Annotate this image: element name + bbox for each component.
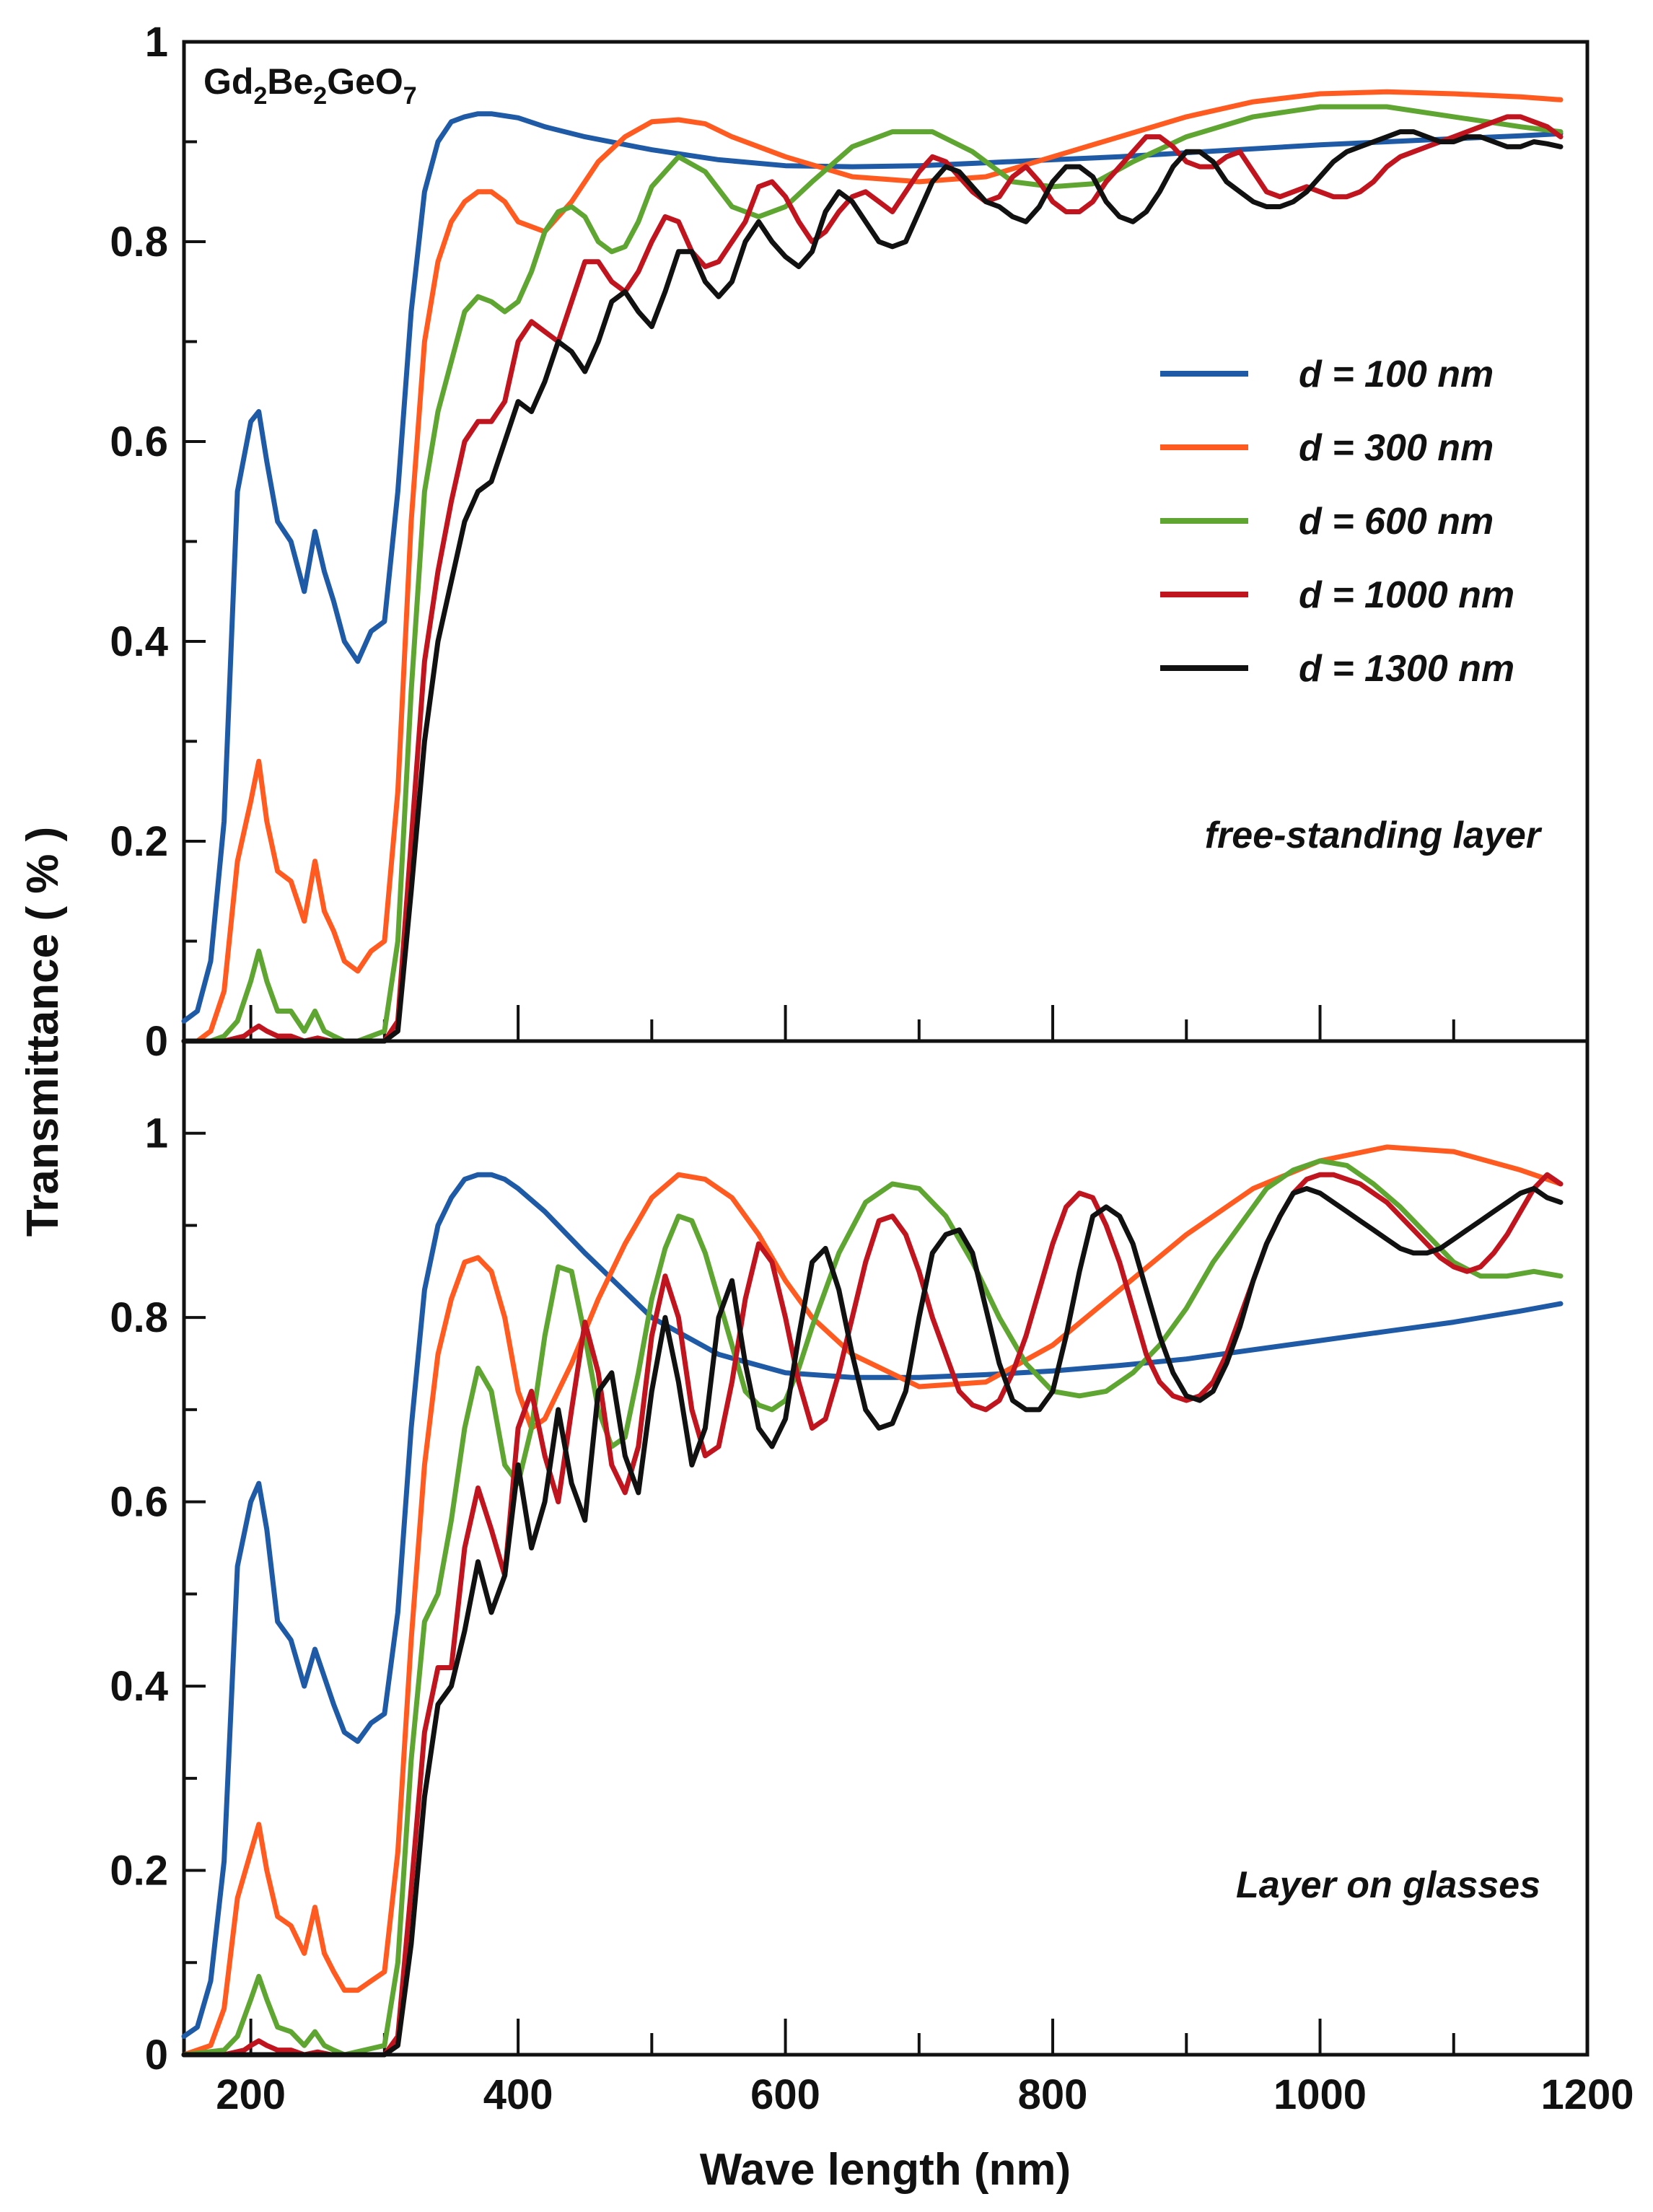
formula-part-be: Be [267, 61, 313, 102]
legend: d = 100 nm d = 300 nm d = 600 nm d = 1000 n… [1160, 354, 1514, 690]
x-tick-label: 1000 [1273, 2071, 1367, 2118]
bottom-series-300nm [181, 1144, 1564, 2058]
bottom-series-1000nm [181, 1172, 1564, 2058]
formula-sub-2: 2 [313, 82, 327, 110]
top-y-tick-label: 0 [145, 1018, 168, 1065]
top-y-tick-label: 1 [145, 19, 168, 66]
legend-label: d = 1300 nm [1299, 648, 1514, 690]
top-series-600nm [181, 104, 1564, 1044]
legend-label: d = 100 nm [1299, 354, 1494, 395]
bottom-panel-frame [182, 1039, 1590, 2057]
top-x-axis [249, 1005, 1455, 1041]
x-axis-title: Wave length (nm) [700, 2145, 1071, 2195]
formula-part-geo: GeO [327, 61, 403, 102]
top-series-1000nm [181, 114, 1564, 1044]
bottom-y-tick-label: 0 [145, 2032, 168, 2079]
bottom-y-tick-label: 0.8 [110, 1294, 168, 1341]
x-tick-label: 1200 [1540, 2071, 1634, 2118]
x-tick-label: 200 [216, 2071, 286, 2118]
top-y-tick-label: 0.2 [110, 818, 168, 865]
bottom-series-group [181, 1144, 1564, 2058]
x-tick-label: 800 [1018, 2071, 1088, 2118]
bottom-y-tick-label: 0.4 [110, 1663, 168, 1710]
legend-label: d = 1000 nm [1299, 574, 1514, 616]
top-y-axis: 0 0.2 0.4 0.6 0.8 1 [110, 19, 206, 1065]
legend-label: d = 300 nm [1299, 427, 1494, 469]
top-y-tick-label: 0.4 [110, 618, 168, 665]
bottom-series-100nm [181, 1172, 1564, 2039]
bottom-series-1300nm [181, 1185, 1564, 2058]
formula-part-gd: Gd [203, 61, 253, 102]
top-series-group [181, 89, 1564, 1044]
x-tick-label: 600 [750, 2071, 820, 2118]
bottom-panel: 0 0.2 0.4 0.6 0.8 1 200 400 600 800 1000 1200 Laye… [110, 1039, 1634, 2118]
top-y-tick-label: 0.8 [110, 219, 168, 265]
top-series-1300nm [181, 129, 1564, 1044]
top-series-300nm [181, 89, 1564, 1044]
bottom-y-axis: 0 0.2 0.4 0.6 0.8 1 [110, 1110, 206, 2079]
bottom-annotation: Layer on glasses [1236, 1864, 1540, 1906]
bottom-x-axis: 200 400 600 800 1000 1200 [216, 2019, 1634, 2118]
legend-label: d = 600 nm [1299, 501, 1494, 543]
top-annotation: free-standing layer [1205, 815, 1543, 856]
formula-sub-1: 2 [253, 82, 267, 110]
bottom-y-tick-label: 0.2 [110, 1848, 168, 1895]
bottom-y-tick-label: 1 [145, 1110, 168, 1157]
formula-sub-3: 7 [403, 82, 417, 110]
top-panel: 00.20.40.60.81 Gd2Be2GeO7 free-standing … [110, 19, 1590, 1065]
top-y-tick-label: 0.6 [110, 418, 168, 465]
bottom-y-tick-label: 0.6 [110, 1479, 168, 1526]
y-axis-title: Transmittance ( % ) [18, 827, 68, 1237]
formula-label: Gd2Be2GeO7 [203, 61, 417, 110]
top-series-100nm [181, 111, 1564, 1024]
x-tick-label: 400 [483, 2071, 553, 2118]
